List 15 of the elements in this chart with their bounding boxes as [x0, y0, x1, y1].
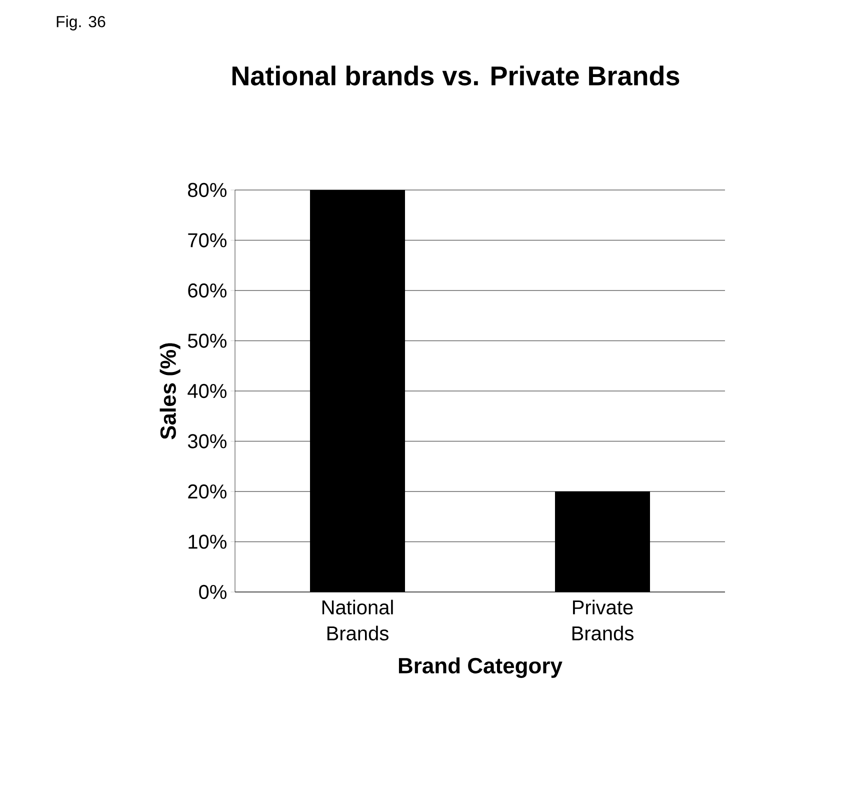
y-tick-label: 40%: [188, 384, 226, 398]
x-axis-title: Brand Category: [398, 657, 562, 678]
y-tick-label: 50%: [188, 334, 226, 348]
caption: Fig. 36: [56, 16, 106, 30]
y-tick-label: 30%: [188, 434, 226, 448]
x-tick-label: National Brands: [322, 600, 393, 640]
y-tick-label: 70%: [188, 233, 226, 248]
y-axis-title: Sales (%): [160, 343, 180, 440]
y-tick-label: 20%: [188, 484, 226, 499]
chart-title: National brands vs. Private Brands: [232, 66, 680, 86]
y-tick-label: 80%: [188, 182, 226, 198]
y-tick-label: 60%: [188, 283, 226, 298]
y-tick-label: 10%: [188, 534, 226, 549]
x-tick-label: Private Brands: [572, 600, 634, 640]
y-tick-label: 0%: [199, 584, 226, 600]
